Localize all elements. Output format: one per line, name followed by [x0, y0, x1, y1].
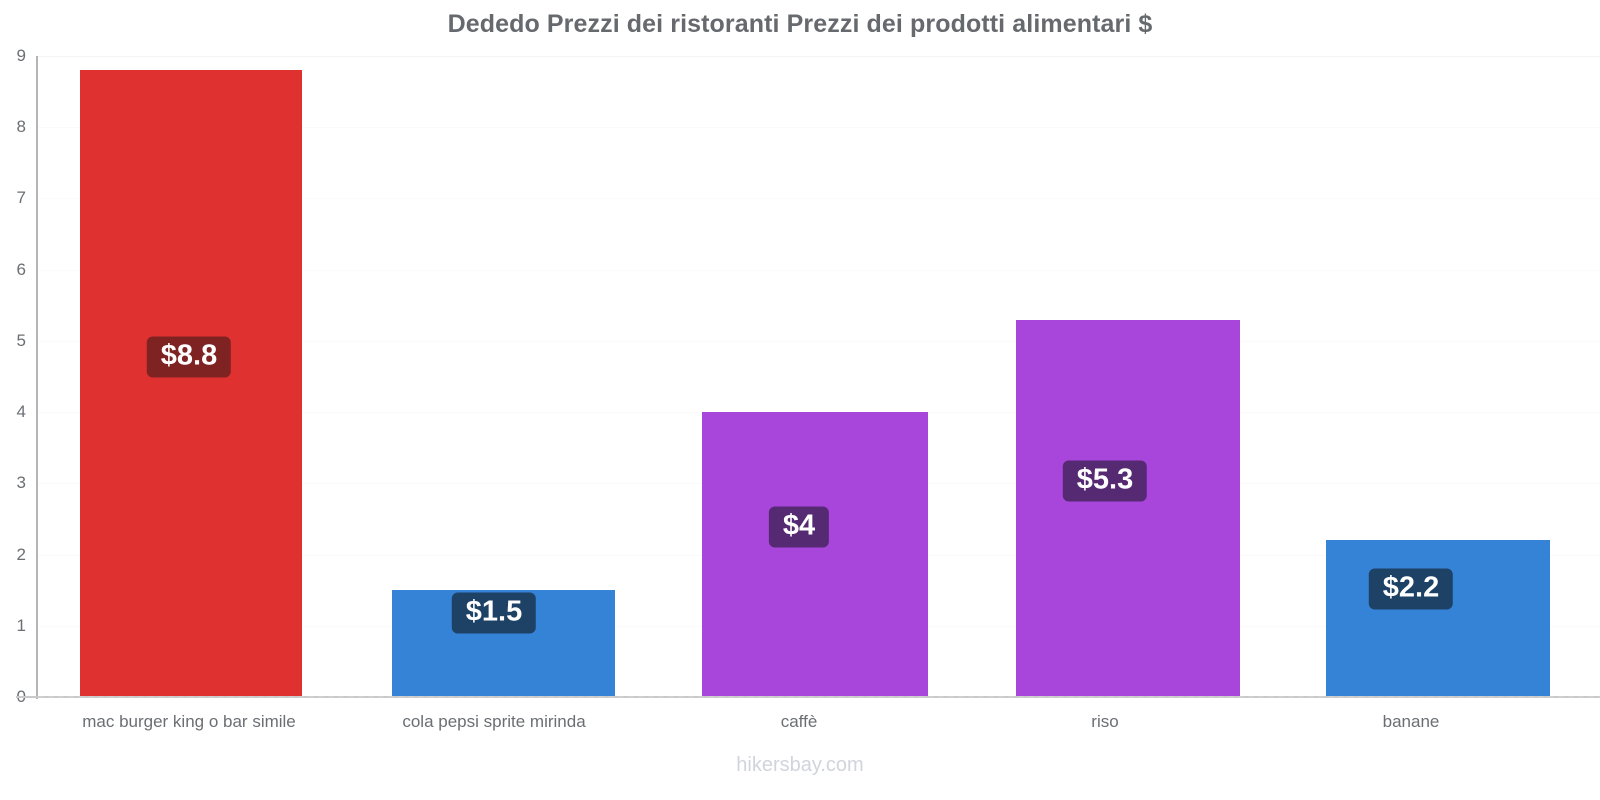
- y-tick-label: 8: [16, 117, 26, 137]
- bar-caffe[interactable]: [702, 412, 928, 697]
- x-label-riso: riso: [1091, 712, 1119, 731]
- y-tick-label: 5: [16, 330, 26, 350]
- x-label-mac-burger-king-o-bar-simile: mac burger king o bar simile: [82, 712, 296, 731]
- x-label-banane: banane: [1382, 712, 1440, 731]
- value-label-caffe: $4: [768, 506, 830, 548]
- y-tick-label: 1: [16, 615, 26, 635]
- chart-title: Dededo Prezzi dei ristoranti Prezzi dei …: [447, 10, 1153, 38]
- watermark: hikersbay.com: [736, 754, 864, 776]
- gridline-9: [36, 56, 1600, 57]
- gridline-6: [36, 269, 1600, 271]
- x-axis-dashes: [38, 696, 1600, 698]
- y-tick-label: 9: [16, 46, 26, 65]
- x-label-caffe: caffè: [780, 712, 818, 731]
- value-label-banane: $2.2: [1368, 568, 1454, 610]
- x-label-cola-pepsi-sprite-mirinda: cola pepsi sprite mirinda: [402, 712, 586, 731]
- bar-riso[interactable]: [1016, 319, 1240, 697]
- y-tick-label: 4: [16, 402, 26, 422]
- value-label-mac-burger-king-o-bar-simile: $8.8: [146, 336, 232, 378]
- y-tick-label: 6: [16, 259, 26, 279]
- bar-banane[interactable]: [1326, 540, 1550, 697]
- value-label-cola-pepsi-sprite-mirinda: $1.5: [451, 592, 537, 634]
- y-tick-label: 7: [16, 188, 26, 208]
- gridline-7: [36, 198, 1600, 200]
- x-axis-labels: mac burger king o bar simile cola pepsi …: [0, 712, 1600, 742]
- gridline-8: [36, 127, 1600, 129]
- y-tick-label: 3: [16, 473, 26, 493]
- gridline-5: [36, 340, 1600, 342]
- y-axis-line: [36, 56, 38, 699]
- bar-mac-burger-king-o-bar-simile[interactable]: [80, 70, 302, 697]
- value-label-riso: $5.3: [1062, 460, 1148, 502]
- bars-layer: [0, 56, 1600, 697]
- y-tick-label: 2: [16, 544, 26, 564]
